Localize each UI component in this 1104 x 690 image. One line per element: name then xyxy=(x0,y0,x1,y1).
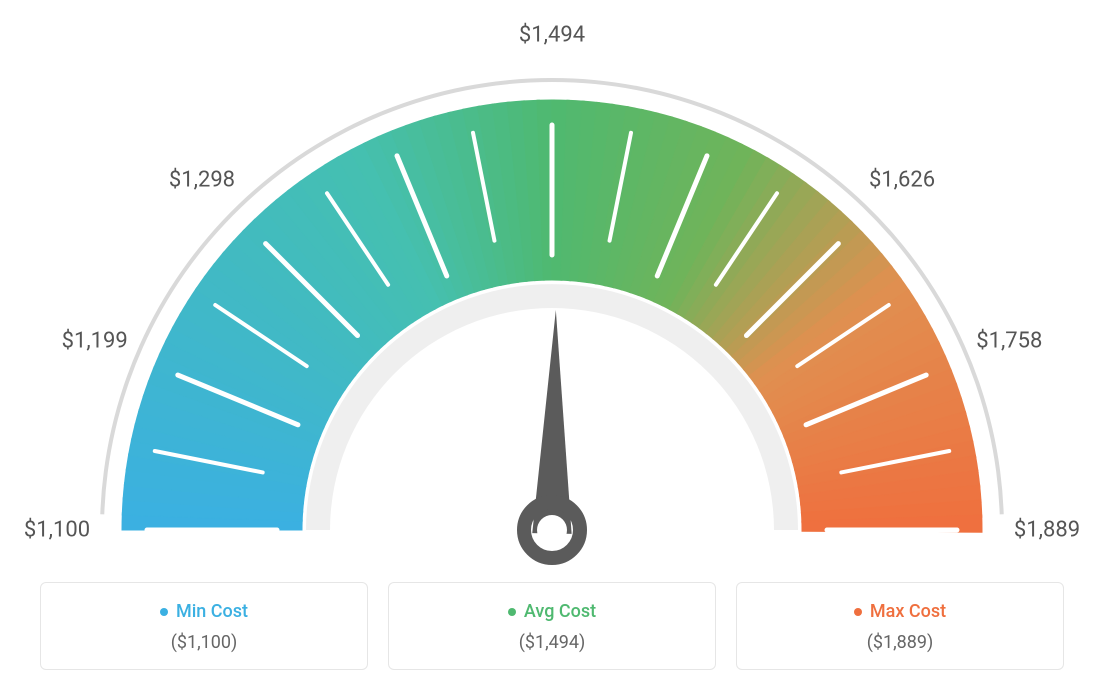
avg-cost-value: ($1,494) xyxy=(409,632,695,653)
avg-dot-icon xyxy=(508,608,516,616)
min-dot-icon xyxy=(160,608,168,616)
max-cost-card: Max Cost ($1,889) xyxy=(736,582,1064,671)
avg-cost-label: Avg Cost xyxy=(524,601,596,622)
gauge-tick-label: $1,758 xyxy=(976,328,1042,353)
min-cost-value: ($1,100) xyxy=(61,632,347,653)
max-cost-label: Max Cost xyxy=(870,601,946,622)
gauge-tick-label: $1,494 xyxy=(519,23,585,48)
min-cost-card: Min Cost ($1,100) xyxy=(40,582,368,671)
gauge-tick-label: $1,298 xyxy=(169,167,235,192)
gauge-tick-label: $1,199 xyxy=(62,328,128,353)
gauge-tick-label: $1,889 xyxy=(1014,518,1080,543)
max-dot-icon xyxy=(854,608,862,616)
gauge-svg xyxy=(22,30,1082,590)
avg-cost-title: Avg Cost xyxy=(508,601,596,622)
max-cost-title: Max Cost xyxy=(854,601,946,622)
gauge-tick-label: $1,626 xyxy=(869,167,935,192)
min-cost-label: Min Cost xyxy=(176,601,248,622)
gauge-chart: $1,100 $1,199 $1,298 $1,494 $1,626 $1,758 $1,8… xyxy=(0,0,1104,560)
max-cost-value: ($1,889) xyxy=(757,632,1043,653)
cost-cards-row: Min Cost ($1,100) Avg Cost ($1,494) Max … xyxy=(40,582,1064,671)
avg-cost-card: Avg Cost ($1,494) xyxy=(388,582,716,671)
gauge-tick-label: $1,100 xyxy=(24,518,90,543)
min-cost-title: Min Cost xyxy=(160,601,248,622)
